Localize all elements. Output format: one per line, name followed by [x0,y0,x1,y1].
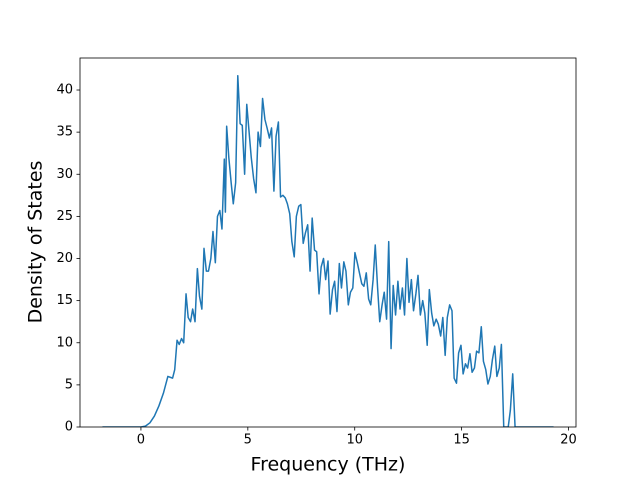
x-tick-label: 10 [346,433,363,448]
plot-frame [79,57,577,428]
y-tick-label: 40 [56,83,73,98]
y-tick-label: 10 [56,335,73,350]
x-tick-label: 20 [560,433,577,448]
y-axis-label: Density of States [25,161,47,324]
y-tick-label: 15 [56,293,73,308]
x-tick-label: 15 [453,433,470,448]
y-tick-label: 5 [65,377,73,392]
x-axis-label: Frequency (THz) [251,454,406,476]
y-tick-label: 0 [65,420,73,435]
y-tick-label: 30 [56,167,73,182]
x-tick-label: 0 [137,433,145,448]
y-tick-label: 20 [56,251,73,266]
x-tick-label: 5 [244,433,252,448]
y-tick-label: 35 [56,125,73,140]
data-line [102,74,554,427]
y-tick-label: 25 [56,209,73,224]
